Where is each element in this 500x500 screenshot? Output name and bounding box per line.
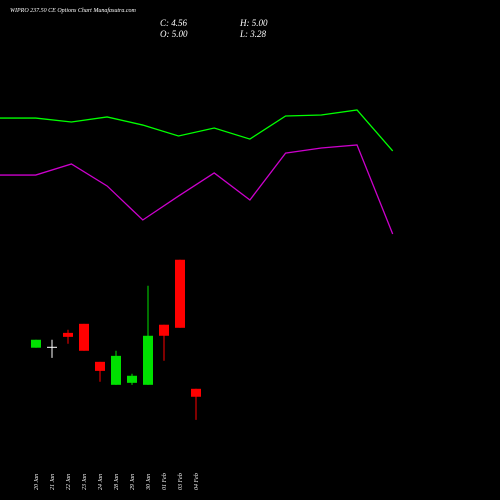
x-tick-label: 01 Feb [162,473,168,490]
open-label: O: 5.00 [160,29,188,39]
candle-body [159,324,169,336]
x-tick-label: 22 Jan [66,474,72,490]
candle-body [143,335,153,385]
candle-body [111,355,121,385]
candle-body [31,339,41,348]
x-tick-label: 30 Jan [146,474,152,491]
candle-body [47,346,57,348]
x-tick-label: 23 Jan [82,474,88,490]
candle-body [175,259,185,328]
candle-body [191,388,201,397]
close-label: C: 4.56 [160,18,188,28]
low-label: L: 3.28 [239,29,267,39]
candle-body [63,332,73,337]
x-tick-label: 24 Jan [97,474,104,490]
high-label: H: 5.00 [239,18,268,28]
candle-body [79,323,89,351]
chart-title: WIPRO 237.50 CE Options Chart Munafasutr… [10,7,136,14]
line-series [0,144,394,235]
x-tick-label: 03 Feb [178,473,184,490]
x-tick-label: 04 Feb [193,473,200,490]
candle-body [95,361,105,371]
candle-body [127,375,137,383]
x-tick-label: 29 Jan [130,474,136,490]
x-tick-label: 21 Jan [50,474,56,490]
x-tick-label: 28 Jan [114,474,120,490]
x-tick-label: 20 Jan [34,474,40,490]
line-series [0,109,394,152]
